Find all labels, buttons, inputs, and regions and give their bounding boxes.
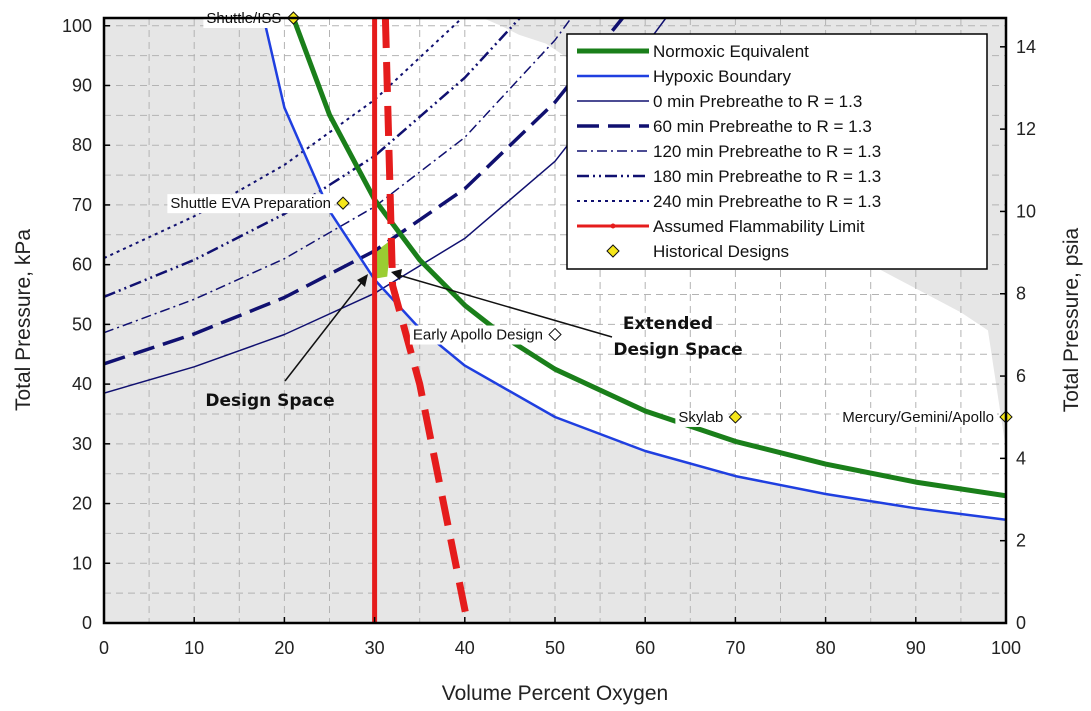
historical-point-label: Skylab	[678, 409, 723, 426]
x-tick-label: 50	[545, 638, 565, 658]
y2-tick-label: 14	[1016, 37, 1036, 57]
label-background	[409, 325, 546, 345]
x-tick-label: 100	[991, 638, 1021, 658]
series-layer	[104, 18, 1006, 623]
legend-label: 120 min Prebreathe to R = 1.3	[653, 142, 881, 161]
y2-tick-label: 0	[1016, 613, 1026, 633]
x-tick-label: 0	[99, 638, 109, 658]
historical-point-marker	[548, 327, 562, 342]
y-tick-label: 100	[62, 16, 92, 36]
x-tick-label: 20	[274, 638, 294, 658]
x-tick-label: 90	[906, 638, 926, 658]
series-line-prebreathe-180	[104, 18, 521, 299]
label-background	[167, 194, 335, 214]
design-space-label: Design Space	[205, 391, 334, 411]
y-tick-label: 70	[72, 195, 92, 215]
label-background	[675, 407, 727, 427]
x-tick-label: 40	[455, 638, 475, 658]
y2-tick-label: 6	[1016, 366, 1026, 386]
extended-design-space-label: Design Space	[613, 340, 742, 360]
legend: Normoxic Equivalent Hypoxic Boundary 0 min…	[566, 33, 988, 270]
legend-label: Hypoxic Boundary	[653, 67, 791, 86]
y-tick-label: 40	[72, 374, 92, 394]
label-background	[839, 407, 997, 427]
legend-label: Normoxic Equivalent	[653, 42, 809, 61]
legend-label: 0 min Prebreathe to R = 1.3	[653, 92, 862, 111]
y-axis-right: 0 2 4 6 8 10 12 14	[1000, 37, 1036, 633]
x-axis-title: Volume Percent Oxygen	[442, 682, 668, 705]
y-tick-label: 80	[72, 135, 92, 155]
historical-point-label: Mercury/Gemini/Apollo	[842, 409, 994, 426]
legend-swatch-marker	[610, 223, 616, 229]
annotations: Design Space Extended Design Space	[205, 269, 743, 411]
series-line-hypoxic	[262, 18, 1006, 521]
historical-point-label: Early Apollo Design	[413, 327, 543, 344]
series-line-prebreathe-120	[104, 18, 572, 334]
y-tick-label: 30	[72, 434, 92, 454]
y2-tick-label: 8	[1016, 284, 1026, 304]
y-tick-label: 10	[72, 553, 92, 573]
y-tick-label: 60	[72, 255, 92, 275]
design-space-arrow	[284, 277, 366, 382]
x-tick-label: 10	[184, 638, 204, 658]
x-tick-label: 80	[816, 638, 836, 658]
grid	[104, 18, 1006, 623]
legend-swatch-historical	[606, 244, 620, 258]
historical-point-label: Shuttle EVA Preparation	[170, 195, 331, 212]
y-tick-label: 0	[82, 613, 92, 633]
x-tick-label: 70	[725, 638, 745, 658]
y-tick-label: 20	[72, 494, 92, 514]
y2-tick-label: 12	[1016, 119, 1036, 139]
y2-tick-label: 4	[1016, 448, 1026, 468]
x-axis: 0 10 20 30 40 50 60 70 80 90 100	[99, 617, 1021, 658]
series-line-prebreathe-240	[104, 18, 463, 260]
legend-label: 60 min Prebreathe to R = 1.3	[653, 117, 872, 136]
legend-label: 240 min Prebreathe to R = 1.3	[653, 192, 881, 211]
series-line-flammability-dashed	[381, 18, 471, 623]
y2-axis-title: Total Pressure, psia	[1060, 227, 1083, 412]
x-tick-label: 60	[635, 638, 655, 658]
y-tick-label: 50	[72, 314, 92, 334]
x-tick-label: 30	[365, 638, 385, 658]
y2-tick-label: 10	[1016, 201, 1036, 221]
series-line-normoxic	[291, 18, 1006, 499]
design-space-region	[372, 240, 391, 279]
historical-point-marker	[336, 196, 350, 210]
legend-label: Historical Designs	[653, 242, 789, 261]
y-axis-left: 0 10 20 30 40 50 60 70 80 90 100	[62, 16, 110, 633]
design-space-arrowhead	[357, 274, 368, 287]
extended-design-space-label: Extended	[623, 314, 713, 334]
y-tick-label: 90	[72, 75, 92, 95]
legend-label: Assumed Flammability Limit	[653, 217, 865, 236]
y2-tick-label: 2	[1016, 531, 1026, 551]
historical-point-marker	[728, 410, 743, 424]
y-axis-title: Total Pressure, kPa	[12, 229, 35, 411]
legend-label: 180 min Prebreathe to R = 1.3	[653, 167, 881, 186]
extended-design-space-arrow	[394, 273, 613, 338]
extended-design-space-arrowhead	[391, 269, 402, 280]
